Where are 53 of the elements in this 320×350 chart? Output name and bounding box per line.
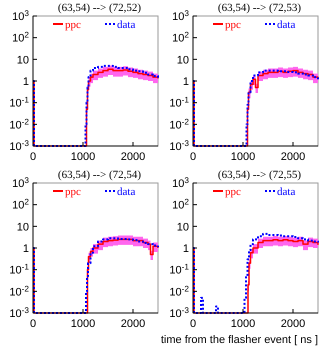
x-tick-label: 2000 [280,318,306,330]
legend-label: data [277,186,296,198]
y-tick-label: 10$^{-2}$ [169,284,190,298]
y-tick-label: 10 [16,54,29,66]
y-tick-label: 10$^{3}$ [12,176,30,190]
y-tick-label: 1 [182,76,189,88]
y-tick-label: 10$^{-1}$ [9,262,30,277]
x-tick-label: 0 [30,151,36,163]
y-tick-label: 1 [22,76,29,88]
y-tick-label: 10$^{-1}$ [9,95,30,110]
y-tick-label: 1 [22,243,29,255]
y-tick-label: 10$^{2}$ [172,197,190,212]
y-tick-label: 10$^{2}$ [172,30,190,45]
y-tick-label: 10$^{-3}$ [9,306,30,320]
y-tick-label: 10$^{-3}$ [169,138,190,153]
y-tick-label: 10$^{2}$ [12,197,30,212]
y-tick-label: 10 [16,221,29,234]
legend-label: ppc [65,19,81,31]
y-tick-label: 10$^{-3}$ [9,138,30,153]
y-tick-label: 10$^{3}$ [172,8,190,23]
y-tick-label: 10$^{-2}$ [9,116,30,132]
x-tick-label: 2000 [120,318,146,330]
y-tick-label: 10$^{-1}$ [169,95,190,110]
y-tick-label: 10$^{-2}$ [9,284,30,298]
y-tick-label: 10$^{2}$ [12,30,30,45]
y-tick-label: 10$^{-2}$ [169,116,190,132]
y-tick-label: 10 [176,54,189,66]
y-tick-label: 10$^{-1}$ [169,262,190,277]
y-tick-label: 10 [176,221,189,234]
x-tick-label: 2000 [120,151,146,163]
x-tick-label: 1000 [230,151,256,163]
y-tick-label: 1 [182,243,189,255]
x-tick-label: 2000 [280,151,306,163]
legend-label: data [117,186,136,198]
x-tick-label: 1000 [230,318,256,330]
chart-title: (63,54) --> (72,53) [218,2,302,14]
y-tick-label: 10$^{3}$ [12,8,30,23]
x-tick-label: 0 [190,151,196,163]
x-axis-title: time from the flasher event [ ns ] [160,334,318,346]
chart-title: (63,54) --> (72,52) [58,2,142,14]
x-tick-label: 0 [190,318,196,330]
x-tick-label: 1000 [70,151,96,163]
x-tick-label: 1000 [70,318,96,330]
y-tick-label: 10$^{3}$ [172,176,190,190]
y-tick-label: 10$^{-3}$ [169,306,190,320]
chart-title: (63,54) --> (72,54) [58,169,142,181]
x-tick-label: 0 [30,318,36,330]
chart-title: (63,54) --> (72,55) [218,169,302,181]
legend-label: data [117,19,136,31]
legend-label: ppc [225,186,241,198]
legend-label: ppc [225,19,241,31]
legend-label: data [277,19,296,31]
legend-label: ppc [65,186,81,198]
